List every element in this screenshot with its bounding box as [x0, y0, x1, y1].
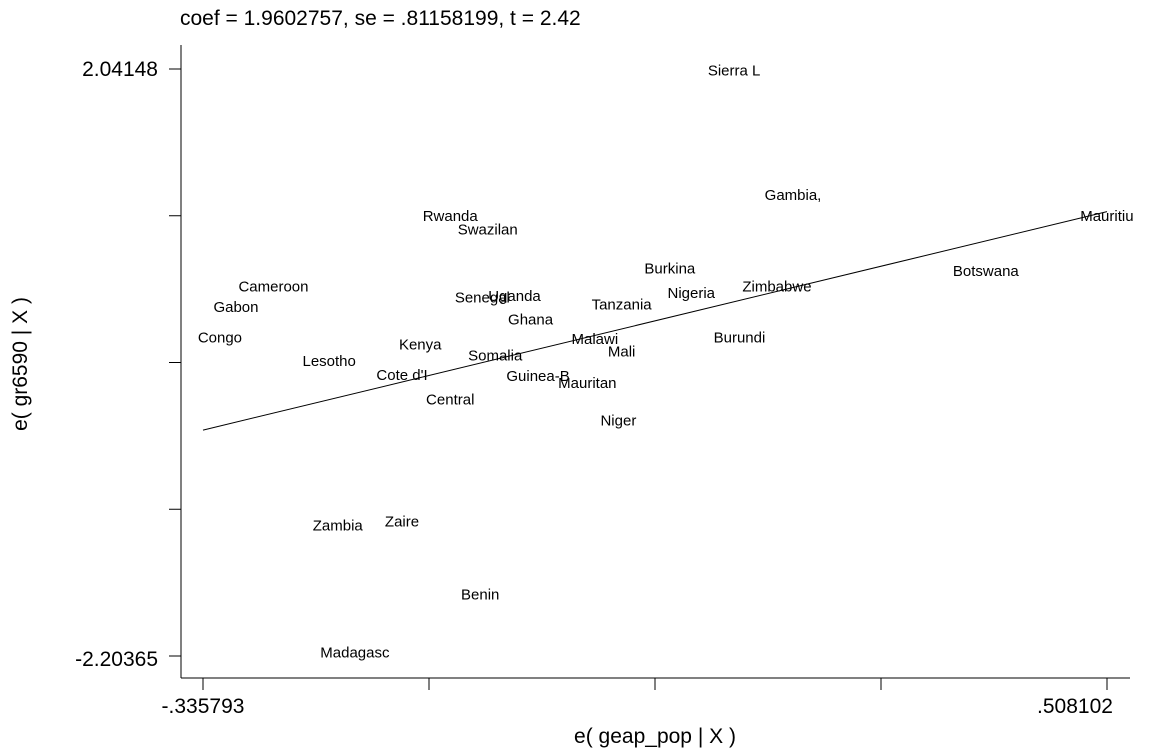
data-point-label: Botswana — [953, 263, 1020, 280]
y-tick-label-max: 2.04148 — [82, 58, 158, 81]
data-point-label: Gambia, — [765, 187, 822, 204]
data-point-label: Somalia — [468, 347, 523, 364]
data-point-label: Congo — [198, 329, 242, 346]
data-point-label: Tanzania — [592, 296, 653, 313]
y-axis-title: e( gr6590 | X ) — [9, 297, 32, 431]
data-point-label: Rwanda — [423, 208, 479, 225]
x-axis-ticks — [202, 678, 1108, 690]
data-point-label: Burundi — [714, 329, 766, 346]
data-point-label: Guinea-B — [506, 368, 569, 385]
data-point-label: Niger — [600, 412, 636, 429]
data-point-label: Zambia — [313, 518, 364, 535]
data-point-label: Gabon — [213, 299, 258, 316]
x-axis-title: e( geap_pop | X ) — [574, 725, 736, 748]
data-point-label: Sierra L — [708, 63, 761, 80]
y-tick-label-min: -2.20365 — [75, 648, 158, 671]
chart-title: coef = 1.9602757, se = .81158199, t = 2.… — [180, 7, 581, 30]
data-point-label: Senegal — [455, 289, 510, 306]
regression-fit-line — [202, 211, 1108, 431]
data-point-label: Mali — [608, 343, 636, 360]
data-point-label: Ghana — [508, 311, 554, 328]
data-point-label: Mauritan — [558, 375, 616, 392]
data-point-label: Zimbabwe — [742, 278, 811, 295]
data-point-label: Swazilan — [458, 222, 518, 239]
data-point-label: Burkina — [644, 260, 696, 277]
x-tick-label-max: .508102 — [1037, 695, 1113, 718]
data-point-label: Central — [426, 392, 474, 409]
data-point-label: Uganda — [488, 288, 541, 305]
data-point-label: Benin — [461, 587, 499, 604]
x-tick-label-min: -.335793 — [162, 695, 245, 718]
data-point-label: Mauritiu — [1080, 208, 1133, 225]
data-point-label: Zaire — [385, 513, 419, 530]
y-axis-ticks — [169, 68, 181, 657]
data-point-label: Cote d'I — [376, 367, 427, 384]
data-point-label: Madagasc — [320, 645, 390, 662]
data-point-label: Nigeria — [667, 285, 715, 302]
data-point-label: Cameroon — [238, 278, 308, 295]
data-point-label: Kenya — [399, 336, 442, 353]
data-point-label: Lesotho — [302, 353, 355, 370]
data-point-label: Malawi — [572, 331, 619, 348]
